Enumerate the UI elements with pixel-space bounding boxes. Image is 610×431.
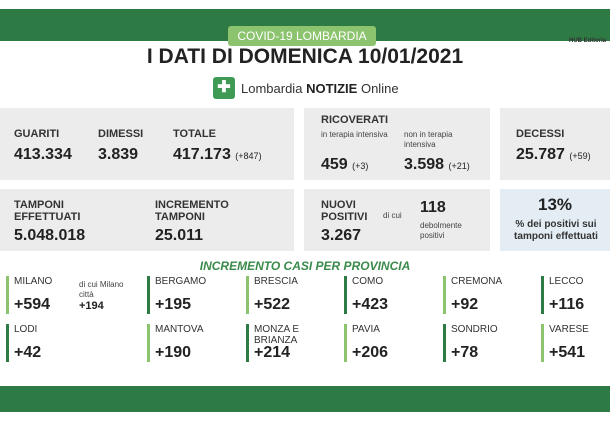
tamponi-label: TAMPONI EFFETTUATI: [14, 199, 81, 223]
province-value: +42: [14, 344, 42, 361]
decessi-label: DECESSI: [516, 128, 565, 140]
guariti-value: 413.334: [14, 146, 72, 163]
province-lecco: LECCO +116: [541, 276, 606, 314]
province-sondrio: SONDRIO +78: [443, 324, 523, 362]
tamponi-value: 5.048.018: [14, 227, 86, 244]
province-milano: MILANO +594 di cui Milano città +194: [6, 276, 136, 314]
milano-citta-value: +194: [79, 300, 104, 312]
totale-value: 417.173 (+847): [173, 146, 262, 163]
province-name: CREMONA: [451, 276, 503, 287]
incremento-label: INCREMENTO TAMPONI: [155, 199, 229, 223]
dicui-label: di cui: [383, 211, 402, 220]
province-value: +92: [451, 296, 479, 313]
bottom-bar: [0, 386, 610, 412]
header-pill: COVID-19 LOMBARDIA: [228, 26, 376, 46]
province-name: LECCO: [549, 276, 584, 287]
province-value: +594: [14, 296, 51, 313]
province-value: +522: [254, 296, 291, 313]
province-como: COMO +423: [344, 276, 424, 314]
province-name: LODI: [14, 324, 38, 335]
positivi-label: NUOVI POSITIVI: [321, 199, 368, 223]
milano-citta-note: di cui Milano città: [79, 280, 124, 299]
province-mantova: MANTOVA +190: [147, 324, 227, 362]
debol-label: debolmente positivi: [420, 221, 462, 240]
province-title: INCREMENTO CASI PER PROVINCIA: [199, 259, 411, 273]
percentuale-box: 13% % dei positivi sui tamponi effettuat…: [500, 189, 610, 251]
province-monza: MONZA E BRIANZA +214: [246, 324, 326, 362]
province-name: PAVIA: [352, 324, 380, 335]
ti-value: 459 (+3): [321, 156, 369, 173]
province-cremona: CREMONA +92: [443, 276, 523, 314]
province-name: MONZA E BRIANZA: [254, 324, 300, 346]
province-value: +116: [549, 296, 585, 313]
province-value: +541: [549, 344, 586, 361]
province-name: MANTOVA: [155, 324, 204, 335]
province-name: COMO: [352, 276, 384, 287]
province-name: MILANO: [14, 276, 53, 287]
nti-label: non in terapia intensiva: [404, 130, 453, 149]
debol-value: 118: [420, 199, 446, 216]
province-varese: VARESE +541: [541, 324, 606, 362]
province-value: +423: [352, 296, 389, 313]
logo: ✚ Lombardia NOTIZIE Online: [213, 77, 399, 99]
ti-label: in terapia intensiva: [321, 130, 388, 139]
dimessi-value: 3.839: [98, 146, 139, 163]
page-title: I DATI DI DOMENICA 10/01/2021: [146, 45, 464, 68]
province-name: BERGAMO: [155, 276, 207, 287]
decessi-value: 25.787 (+59): [516, 146, 591, 163]
province-bergamo: BERGAMO +195: [147, 276, 227, 314]
hub-credit: HUB Editoria: [568, 38, 606, 44]
province-value: +195: [155, 296, 192, 313]
tamponi-box: TAMPONI EFFETTUATI 5.048.018 INCREMENTO …: [0, 189, 294, 251]
province-pavia: PAVIA +206: [344, 324, 424, 362]
province-value: +190: [155, 344, 192, 361]
guariti-label: GUARITI: [14, 128, 60, 140]
percentuale-label: % dei positivi sui tamponi effettuati: [514, 219, 598, 242]
percentuale-value: 13%: [537, 195, 573, 214]
positivi-box: NUOVI POSITIVI 3.267 di cui 118 debolmen…: [304, 189, 490, 251]
incremento-value: 25.011: [155, 227, 204, 244]
totale-label: TOTALE: [173, 128, 216, 140]
province-name: BRESCIA: [254, 276, 298, 287]
nti-value: 3.598 (+21): [404, 156, 470, 173]
province-name: SONDRIO: [451, 324, 498, 335]
ricoverati-box: RICOVERATI in terapia intensiva 459 (+3)…: [304, 108, 490, 180]
header-pill-wrap: COVID-19 LOMBARDIA: [0, 9, 610, 46]
province-value: +214: [254, 344, 291, 361]
logo-text: Lombardia NOTIZIE Online: [241, 80, 399, 96]
decessi-box: DECESSI 25.787 (+59): [500, 108, 610, 180]
positivi-value: 3.267: [321, 227, 362, 244]
dimessi-label: DIMESSI: [98, 128, 144, 140]
province-brescia: BRESCIA +522: [246, 276, 326, 314]
ricoverati-label: RICOVERATI: [321, 114, 389, 126]
province-name: VARESE: [549, 324, 589, 335]
province-value: +78: [451, 344, 479, 361]
province-value: +206: [352, 344, 389, 361]
province-lodi: LODI +42: [6, 324, 136, 362]
guariti-box: GUARITI 413.334 DIMESSI 3.839 TOTALE 417…: [0, 108, 294, 180]
logo-icon: ✚: [213, 77, 235, 99]
